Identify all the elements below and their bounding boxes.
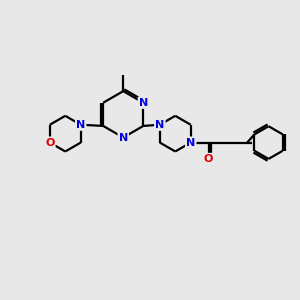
Text: N: N xyxy=(139,98,148,108)
Text: N: N xyxy=(76,120,86,130)
Text: N: N xyxy=(155,120,164,130)
Text: N: N xyxy=(118,133,128,142)
Text: N: N xyxy=(186,138,195,148)
Text: O: O xyxy=(204,154,213,164)
Text: O: O xyxy=(45,138,55,148)
